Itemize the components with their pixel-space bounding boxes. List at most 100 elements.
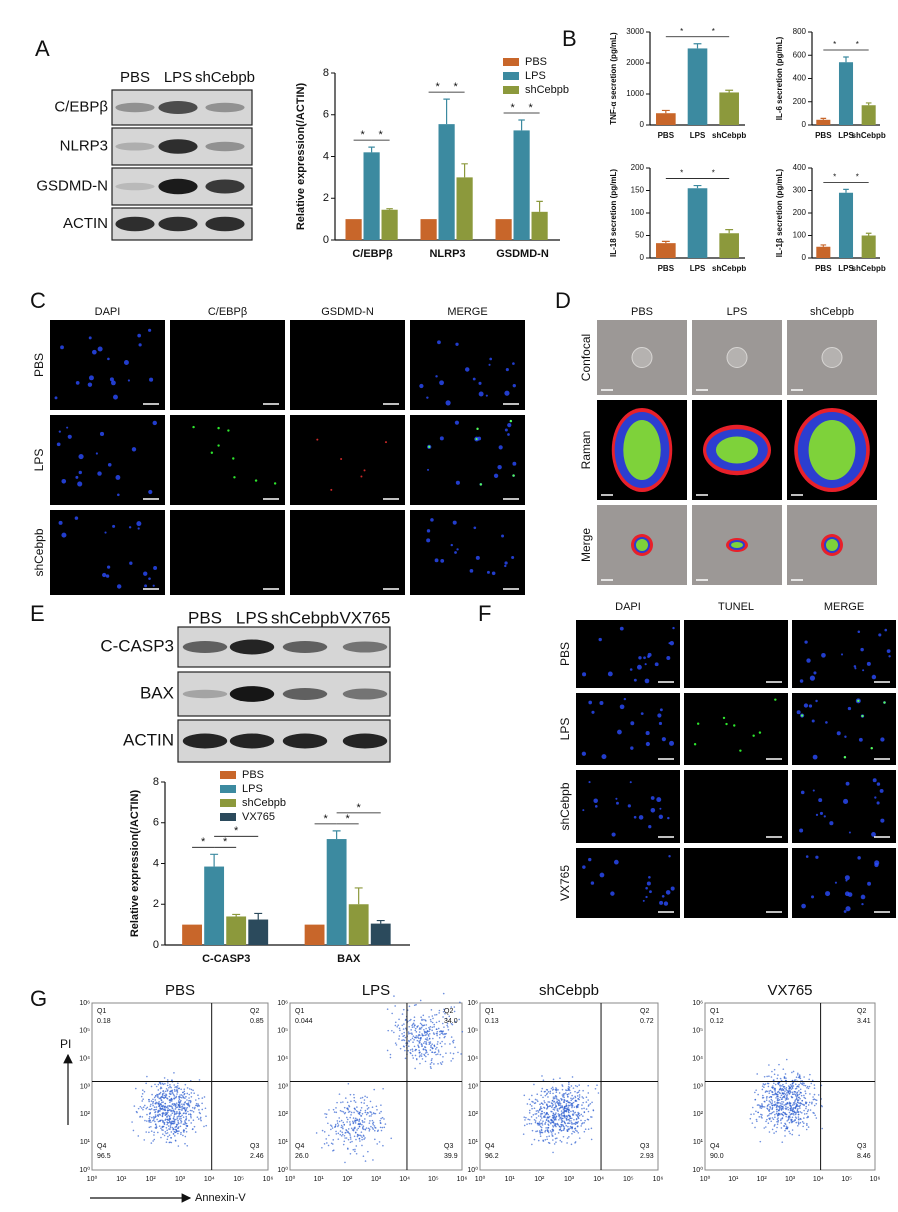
bar xyxy=(182,924,202,945)
y-tick-label: 400 xyxy=(793,163,807,172)
event-dot xyxy=(391,1029,393,1032)
event-dot xyxy=(544,1121,547,1124)
event-dot xyxy=(773,1082,775,1085)
event-dot xyxy=(453,1006,456,1008)
event-dot xyxy=(531,1143,533,1146)
event-dot xyxy=(437,1051,440,1053)
event-dot xyxy=(437,1049,440,1051)
event-dot xyxy=(572,1110,574,1112)
event-dot xyxy=(328,1134,330,1137)
event-dot xyxy=(426,1037,429,1039)
event-dot xyxy=(789,1083,792,1086)
event-dot xyxy=(156,1095,159,1097)
event-dot xyxy=(590,1127,593,1130)
event-dot xyxy=(177,1122,180,1125)
y-tick-label: 0 xyxy=(640,120,645,129)
event-dot xyxy=(384,1123,387,1125)
x-tick-label: 10⁶ xyxy=(263,1176,274,1183)
event-dot xyxy=(185,1112,187,1115)
signal xyxy=(254,479,258,482)
event-dot xyxy=(778,1113,781,1116)
event-dot xyxy=(447,1026,449,1028)
event-dot xyxy=(372,1122,374,1125)
event-dot xyxy=(411,1037,414,1040)
bar xyxy=(204,866,225,945)
event-dot xyxy=(373,1112,375,1115)
nucleus xyxy=(54,396,58,400)
event-dot xyxy=(190,1100,192,1102)
event-dot xyxy=(181,1108,183,1110)
event-dot xyxy=(342,1133,344,1136)
y-tick-label: 2000 xyxy=(626,58,644,67)
event-dot xyxy=(769,1112,771,1115)
nucleus xyxy=(642,899,645,902)
event-dot xyxy=(787,1108,790,1111)
event-dot xyxy=(181,1095,184,1097)
event-dot xyxy=(578,1084,580,1086)
event-dot xyxy=(797,1111,800,1114)
event-dot xyxy=(325,1116,327,1119)
event-dot xyxy=(335,1111,338,1114)
event-dot xyxy=(361,1138,363,1141)
nucleus xyxy=(874,796,877,799)
protein-label: C/EBPβ xyxy=(54,98,108,115)
event-dot xyxy=(436,1034,438,1037)
event-dot xyxy=(198,1109,200,1111)
event-dot xyxy=(431,1021,434,1024)
event-dot xyxy=(444,1043,446,1045)
event-dot xyxy=(794,1088,797,1090)
event-dot xyxy=(562,1095,564,1098)
quadrant-name: Q4 xyxy=(485,1143,494,1150)
event-dot xyxy=(353,1093,355,1096)
event-dot xyxy=(810,1082,813,1085)
micrograph xyxy=(576,693,680,765)
event-dot xyxy=(165,1126,168,1129)
event-dot xyxy=(404,1019,407,1021)
event-dot xyxy=(550,1131,553,1133)
event-dot xyxy=(346,1116,348,1119)
nucleus xyxy=(127,379,131,382)
event-dot xyxy=(378,1141,381,1143)
row-label: Confocal xyxy=(579,334,593,381)
event-dot xyxy=(325,1113,328,1115)
nucleus xyxy=(426,538,431,543)
event-dot xyxy=(791,1086,794,1088)
event-dot xyxy=(808,1085,811,1088)
event-dot xyxy=(156,1093,158,1096)
event-dot xyxy=(429,1066,432,1068)
signal xyxy=(774,698,777,701)
bar xyxy=(816,246,831,258)
event-dot xyxy=(175,1102,178,1104)
event-dot xyxy=(785,1125,788,1128)
nucleus xyxy=(61,532,67,538)
event-dot xyxy=(399,1029,401,1032)
event-dot xyxy=(176,1088,178,1091)
event-dot xyxy=(183,1092,186,1095)
event-dot xyxy=(346,1121,348,1123)
event-dot xyxy=(343,1106,346,1109)
nucleus xyxy=(871,832,876,837)
event-dot xyxy=(770,1112,773,1115)
event-dot xyxy=(568,1128,570,1131)
event-dot xyxy=(148,1117,151,1120)
event-dot xyxy=(809,1093,811,1095)
event-dot xyxy=(571,1104,574,1107)
event-dot xyxy=(809,1073,811,1076)
event-dot xyxy=(806,1110,809,1113)
event-dot xyxy=(178,1130,180,1132)
event-dot xyxy=(340,1124,343,1127)
event-dot xyxy=(403,1031,405,1034)
event-dot xyxy=(533,1102,536,1105)
event-dot xyxy=(566,1137,569,1139)
nucleus xyxy=(645,731,650,736)
event-dot xyxy=(565,1104,568,1107)
event-dot xyxy=(197,1103,199,1105)
event-dot xyxy=(776,1095,778,1097)
event-dot xyxy=(184,1109,187,1112)
x-tick-label: 10⁰ xyxy=(87,1175,98,1183)
nucleus xyxy=(445,400,451,406)
event-dot xyxy=(546,1117,548,1119)
event-dot xyxy=(164,1096,167,1099)
event-dot xyxy=(791,1093,794,1095)
bar xyxy=(438,124,455,240)
